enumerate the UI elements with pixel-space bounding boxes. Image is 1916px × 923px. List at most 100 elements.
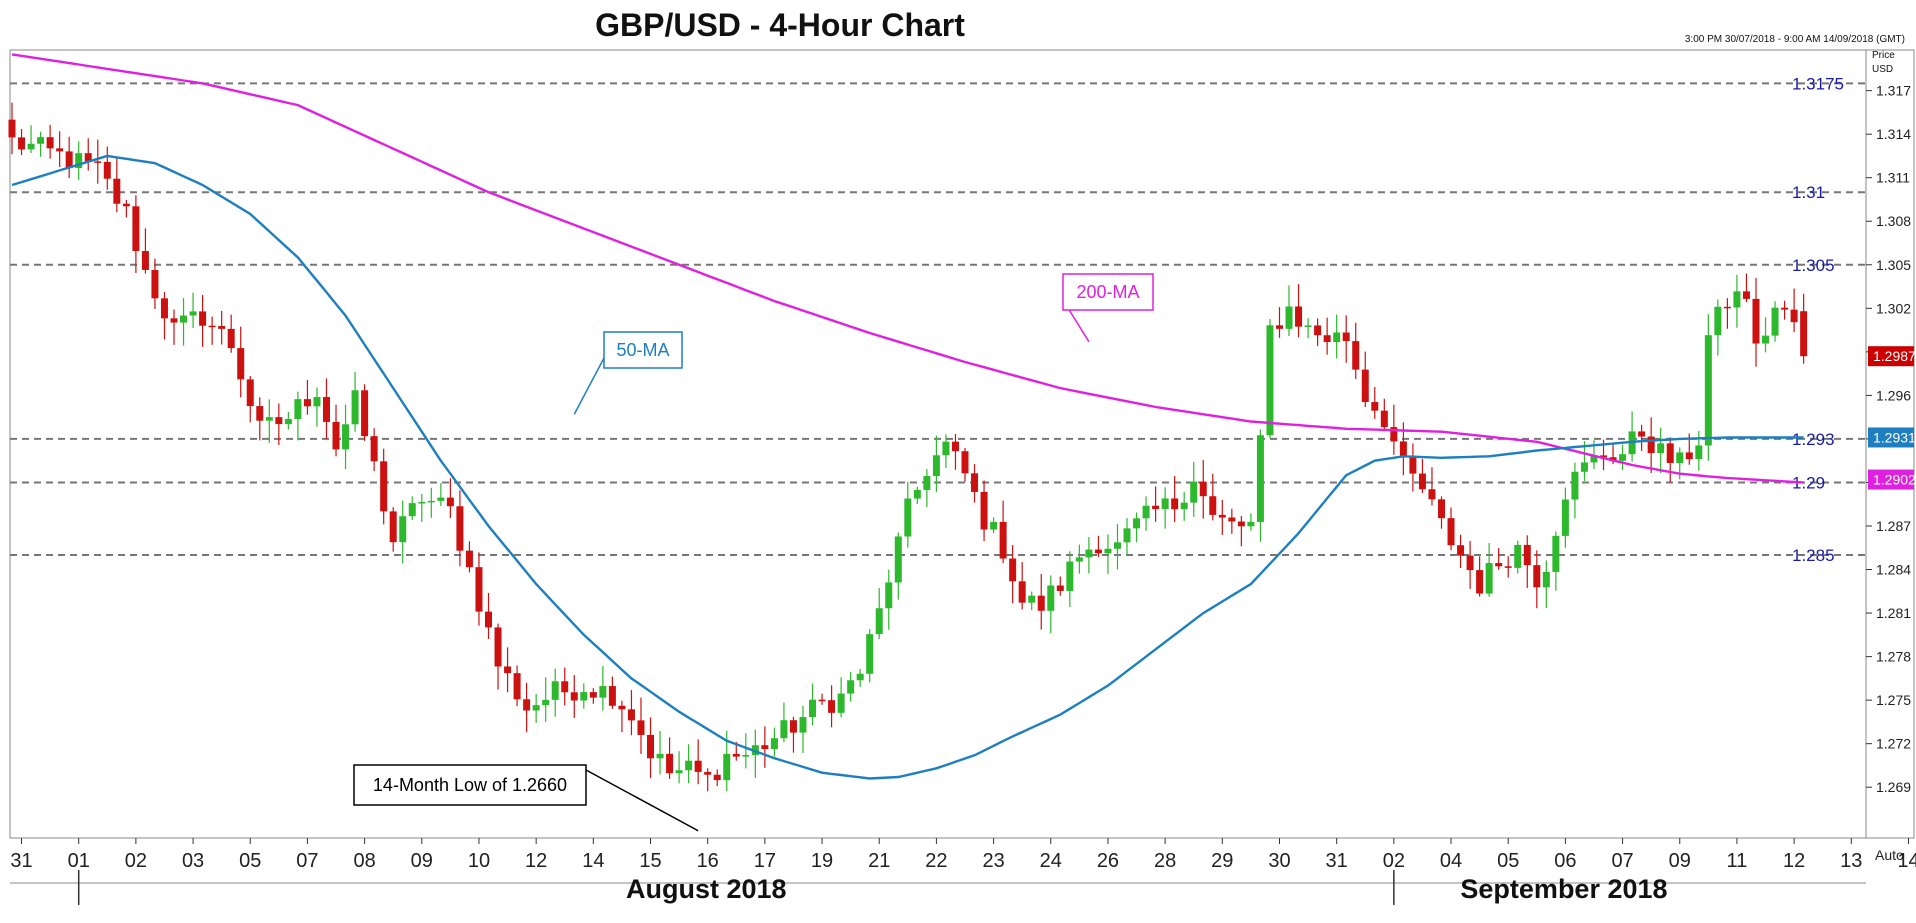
candle-body [485,611,492,628]
y-tick-label: 1.275 [1876,692,1911,708]
candle-body [1390,427,1398,442]
candle-body [294,399,302,420]
x-tick-label: 04 [1440,850,1462,872]
candle-body [618,705,626,710]
price-tag [1868,427,1914,448]
candle-body [1800,311,1808,357]
level-label: 1.293 [1792,430,1835,449]
candle-body [1647,436,1655,454]
auto-scale-button[interactable]: Auto [1875,847,1904,863]
candle-body [284,419,292,425]
candle-body [761,745,769,750]
candle-body [923,476,931,490]
price-axis-unit: USD [1872,64,1893,75]
x-tick-label: 22 [925,850,947,872]
candle-body [837,693,845,713]
candle-body [342,424,350,450]
candle-body [1666,443,1674,464]
x-tick-label: 19 [811,850,833,872]
candle-body [27,143,35,150]
candle-body [1123,528,1131,543]
x-tick-label: 06 [1554,850,1576,872]
candle-body [1676,452,1684,464]
candle-body [1352,341,1360,370]
candle-body [666,753,674,774]
candle-body [1600,455,1608,458]
candle-body [637,720,645,735]
level-label: 1.285 [1792,546,1835,565]
candle-body [37,137,45,144]
candle-body [46,137,54,149]
candle-body [1723,306,1731,309]
candle-body [1199,481,1207,497]
annotation-box [353,764,587,806]
candle-body [1295,306,1303,327]
x-tick-label: 30 [1268,850,1290,872]
candle-body [904,498,912,537]
candle-body [770,738,778,750]
candle-body [1371,402,1379,411]
candle-body [1075,557,1083,562]
candle-body [399,516,407,543]
candle-body [427,500,435,503]
candle-body [141,251,149,270]
candle-body [1695,445,1703,460]
candle-body [951,441,959,452]
candle-body [1466,555,1474,571]
candle-body [1171,498,1179,510]
chart-title: GBP/USD - 4-Hour Chart [595,7,965,43]
candle-body [313,397,321,407]
candle-body [1314,325,1322,336]
x-tick-label: 01 [68,850,90,872]
candle-body [561,681,569,693]
candle-body [380,461,388,512]
candle-body [1771,307,1779,336]
candle-body [1476,570,1484,594]
candle-body [1028,595,1036,603]
candle-body [8,119,16,138]
candle-body [1285,306,1293,329]
x-tick-label: 03 [182,850,204,872]
candle-body [1409,455,1417,474]
y-tick-label: 1.308 [1876,213,1911,229]
candle-body [446,497,454,507]
candle-body [1542,571,1550,588]
x-tick-label: 23 [982,850,1004,872]
x-tick-label: 14 [1897,850,1916,872]
candle-body [1361,369,1369,403]
x-tick-label: 11 [1727,850,1748,872]
candle-body [685,760,693,771]
annotation-box [1062,273,1154,311]
candle-body [132,206,140,252]
candle-body [675,770,683,774]
x-tick-label: 31 [10,850,32,872]
candle-body [971,473,979,492]
candle-body [1094,549,1102,554]
x-tick-label: 08 [353,850,375,872]
annotation-label: 200-MA [1076,282,1139,302]
x-tick-label: 12 [525,850,547,872]
candle-body [1418,473,1426,490]
candle-body [1609,457,1617,461]
candle-body [1657,443,1665,454]
x-tick-label: 14 [582,850,604,872]
candle-body [75,153,83,169]
candle-body [1066,561,1074,591]
candle-body [408,503,416,517]
candle-body [1152,505,1160,510]
candle-body [1457,545,1465,556]
candle-body [1704,335,1712,446]
candle-body [1495,563,1503,567]
y-tick-label: 1.281 [1876,605,1911,621]
candle-body [237,348,245,380]
annotation-leader [573,357,605,415]
candle-body [1085,549,1093,558]
x-tick-label: 16 [697,850,719,872]
candle-body [56,148,64,152]
candle-body [980,491,988,530]
candle-body [94,161,102,163]
candle-body [1638,431,1646,437]
moving-averages-layer [11,53,1804,780]
candle-body [103,161,111,179]
candle-body [18,137,26,150]
